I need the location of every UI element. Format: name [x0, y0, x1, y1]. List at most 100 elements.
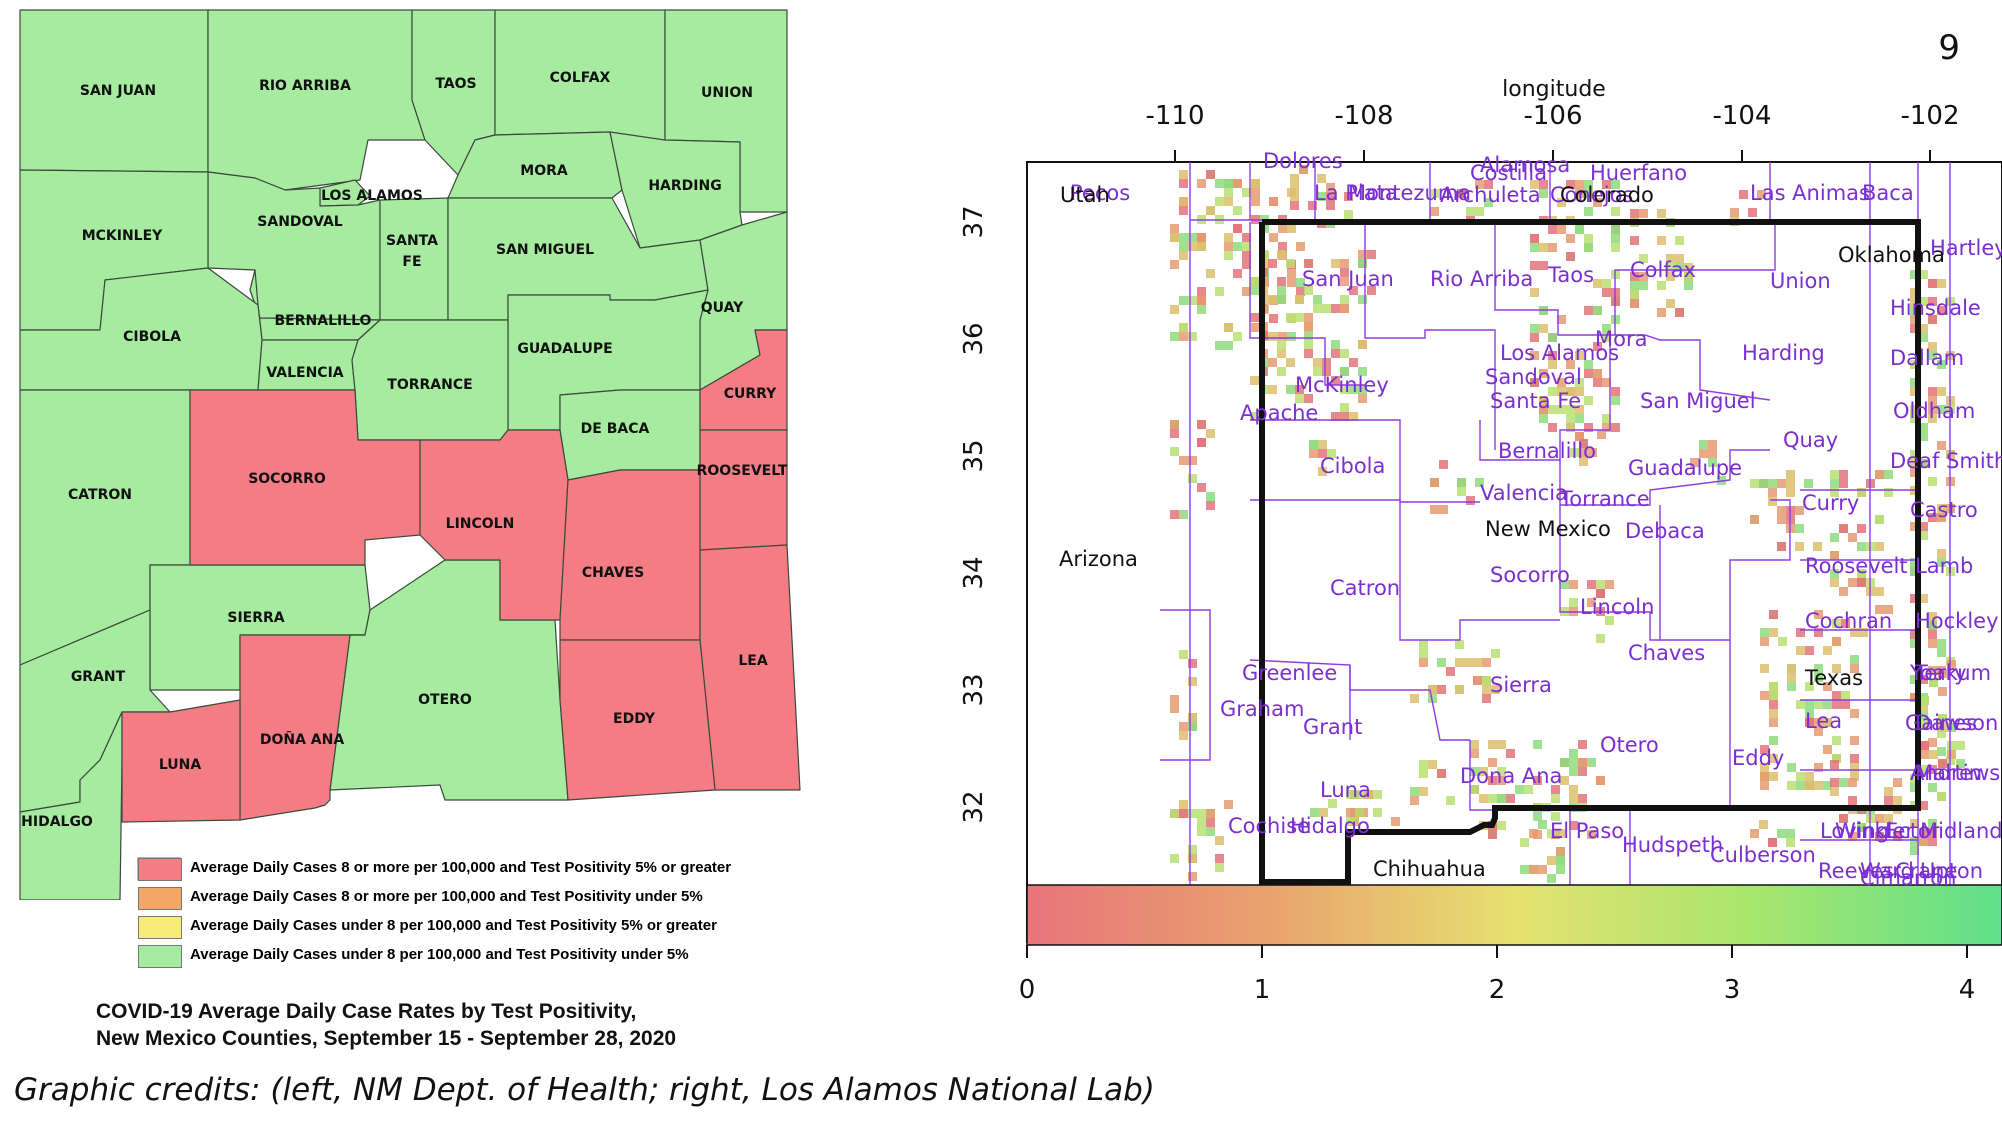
- heat-cell: [1529, 829, 1538, 838]
- heat-cell: [1206, 206, 1215, 215]
- heat-cell: [1179, 650, 1188, 659]
- heat-cell: [1539, 324, 1548, 333]
- heat-cell: [1928, 297, 1937, 306]
- heat-cell: [1857, 569, 1866, 578]
- heat-cell: [1841, 700, 1850, 709]
- county-label: Debaca: [1625, 519, 1705, 543]
- heat-cell: [1215, 287, 1224, 296]
- heat-cell: [1547, 874, 1556, 883]
- purple-labels: Dolores San Juan Rio Arriba Taos Colfax Union…: [1070, 149, 2002, 890]
- heat-cell: [1277, 340, 1286, 349]
- heat-cell: [1318, 467, 1327, 476]
- label-lincoln: LINCOLN: [446, 516, 515, 532]
- heat-cell: [1760, 664, 1769, 673]
- y-tick: 33: [959, 673, 989, 706]
- region-label: New Mexico: [1485, 517, 1611, 541]
- heat-cell: [1358, 295, 1367, 304]
- county-label: Mora: [1595, 327, 1647, 351]
- heat-cell: [1206, 429, 1215, 438]
- heat-cell: [1910, 468, 1919, 477]
- heat-cell: [1848, 796, 1857, 805]
- heat-cell: [1340, 367, 1349, 376]
- heat-cell: [1928, 612, 1937, 621]
- region-label: Utah: [1060, 183, 1110, 207]
- heat-cell: [1269, 332, 1278, 341]
- heat-cell: [1579, 457, 1588, 466]
- heat-cell: [1937, 648, 1946, 657]
- heat-cell: [1197, 818, 1206, 827]
- heat-cell: [1304, 259, 1313, 268]
- heat-cell: [1884, 470, 1893, 479]
- county-label: Archuleta: [1440, 183, 1541, 207]
- heat-cell: [1602, 288, 1611, 297]
- heat-cell: [1928, 387, 1937, 396]
- heat-cell: [1566, 387, 1575, 396]
- heat-cell: [1777, 829, 1786, 838]
- heat-cell: [1557, 387, 1566, 396]
- heat-cell: [1910, 693, 1919, 702]
- heat-cell: [1278, 242, 1287, 251]
- heat-cell: [1308, 201, 1317, 210]
- heat-cell: [1530, 243, 1539, 252]
- heat-cell: [1224, 179, 1233, 188]
- heat-cell: [1575, 405, 1584, 414]
- heat-cell: [1170, 809, 1179, 818]
- heat-cell: [1584, 180, 1593, 189]
- heat-cell: [1419, 640, 1428, 649]
- heat-cell: [1277, 295, 1286, 304]
- heat-cell: [1575, 414, 1584, 423]
- heat-cell: [1533, 740, 1542, 749]
- heat-cell: [1575, 351, 1584, 360]
- heat-cell: [1587, 580, 1596, 589]
- heat-cell: [1355, 808, 1364, 817]
- heat-cell: [1859, 628, 1868, 637]
- x-tick: -108: [1334, 101, 1393, 131]
- county-lea: [699, 544, 801, 791]
- heat-cell: [1170, 233, 1179, 242]
- heat-cell: [1515, 785, 1524, 794]
- heat-cell: [1188, 474, 1197, 483]
- heat-cell: [1675, 308, 1684, 317]
- legend-label-1: Average Daily Cases 8 or more per 100,00…: [190, 859, 732, 876]
- heat-cell: [1630, 209, 1639, 218]
- label-los-alamos: LOS ALAMOS: [321, 188, 423, 204]
- heat-cell: [1349, 358, 1358, 367]
- heat-cell: [1857, 823, 1866, 832]
- county-label: McKinley: [1295, 373, 1389, 397]
- county-label: Quay: [1783, 428, 1838, 452]
- legend-swatch-2: [138, 887, 182, 910]
- heat-cell: [1367, 250, 1376, 259]
- heat-cell: [1242, 251, 1251, 260]
- heat-cell: [1419, 760, 1428, 769]
- county-label: Alamosa: [1480, 153, 1570, 177]
- heat-cell: [1814, 718, 1823, 727]
- county-label: Dona Ana: [1460, 764, 1562, 788]
- label-luna: LUNA: [159, 757, 202, 773]
- colorbar-tick: 0: [1019, 975, 1036, 1005]
- heat-cell: [1937, 279, 1946, 288]
- heat-cell: [1299, 165, 1308, 174]
- heat-cell: [1814, 673, 1823, 682]
- heat-cell: [1848, 533, 1857, 542]
- heat-cell: [1769, 772, 1778, 781]
- heat-cell: [1197, 296, 1206, 305]
- heat-cell: [1286, 358, 1295, 367]
- legend-label-4: Average Daily Cases under 8 per 100,000 …: [190, 946, 689, 963]
- heat-cell: [1584, 423, 1593, 432]
- county-label: Valencia: [1480, 481, 1568, 505]
- heat-cell: [1242, 260, 1251, 269]
- heat-cell: [1929, 750, 1938, 759]
- y-tick: 35: [959, 439, 989, 472]
- heat-cell: [1179, 206, 1188, 215]
- heat-cell: [1937, 405, 1946, 414]
- heat-cell: [1699, 440, 1708, 449]
- heat-cell: [1937, 504, 1946, 513]
- heat-cell: [1188, 809, 1197, 818]
- heat-cell: [1179, 800, 1188, 809]
- heat-cell: [1340, 295, 1349, 304]
- heat-cell: [1639, 272, 1648, 281]
- heat-cell: [1344, 210, 1353, 219]
- heat-cell: [1446, 796, 1455, 805]
- x-tick: -102: [1900, 101, 1959, 131]
- legend-label-3: Average Daily Cases under 8 per 100,000 …: [190, 917, 717, 934]
